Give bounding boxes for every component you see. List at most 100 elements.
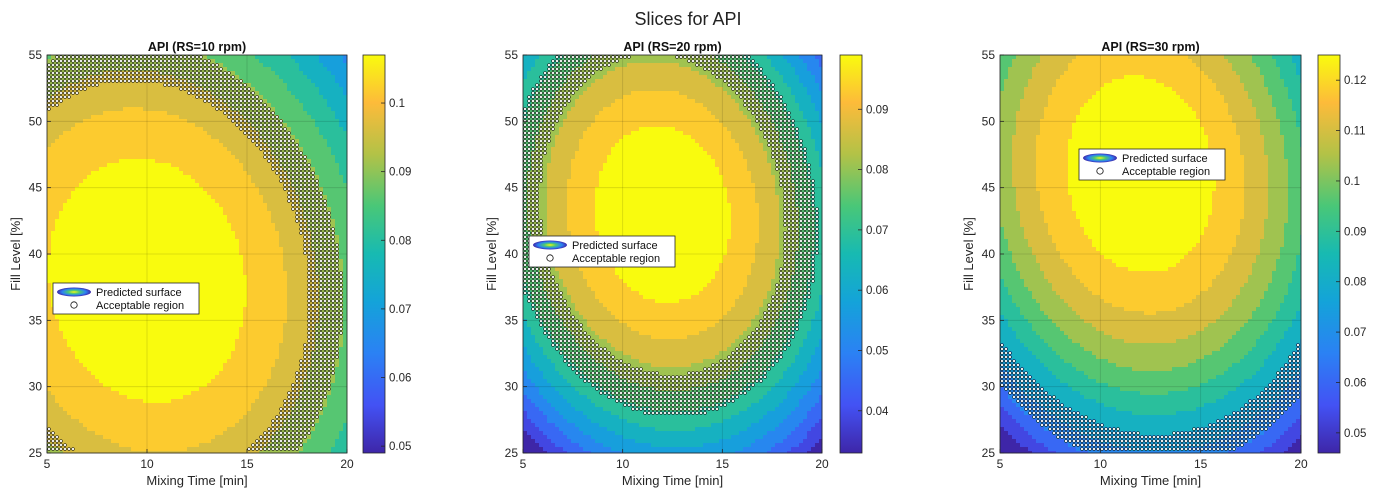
surface-cell [215,315,219,319]
surface-cell [239,199,243,203]
surface-cell [291,307,295,311]
surface-cell [247,267,251,271]
surface-cell [287,115,291,119]
surface-cell [179,319,183,323]
surface-cell [119,191,123,195]
surface-cell [323,155,327,159]
surface-cell [59,247,63,251]
surface-cell [315,83,319,87]
surface-cell [103,171,107,175]
surface-cell [239,131,243,135]
surface-cell [63,243,67,247]
surface-cell [151,219,155,223]
surface-cell [87,319,91,323]
surface-cell [63,251,67,255]
surface-cell [315,107,319,111]
surface-cell [199,159,203,163]
surface-cell [319,99,323,103]
surface-cell [315,123,319,127]
surface-cell [271,103,275,107]
surface-cell [59,155,63,159]
surface-cell [71,183,75,187]
surface-cell [99,103,103,107]
surface-cell [251,239,255,243]
surface-cell [339,191,343,195]
surface-cell [91,163,95,167]
surface-cell [215,303,219,307]
surface-cell [283,87,287,91]
surface-cell [283,231,287,235]
surface-cell [291,95,295,99]
surface-cell [235,139,239,143]
surface-cell [327,63,331,67]
surface-cell [247,83,251,87]
surface-cell [199,303,203,307]
surface-cell [63,255,67,259]
surface-cell [167,167,171,171]
surface-cell [135,111,139,115]
surface-cell [323,167,327,171]
surface-cell [315,159,319,163]
surface-cell [279,67,283,71]
surface-cell [203,127,207,131]
surface-cell [279,107,283,111]
surface-cell [255,159,259,163]
surface-cell [187,259,191,263]
surface-cell [231,307,235,311]
surface-cell [183,231,187,235]
surface-cell [155,231,159,235]
surface-cell [331,179,335,183]
surface-cell [87,239,91,243]
surface-cell [151,123,155,127]
surface-cell [159,231,163,235]
surface-cell [327,151,331,155]
surface-cell [167,319,171,323]
surface-cell [259,175,263,179]
surface-cell [331,75,335,79]
surface-cell [219,219,223,223]
surface-cell [271,295,275,299]
surface-cell [315,59,319,63]
surface-cell [247,179,251,183]
surface-cell [131,271,135,275]
surface-cell [135,147,139,151]
surface-cell [63,239,67,243]
surface-cell [131,319,135,323]
surface-cell [339,231,343,235]
surface-cell [279,215,283,219]
surface-cell [163,147,167,151]
surface-cell [219,235,223,239]
surface-cell [287,55,291,59]
surface-cell [267,279,271,283]
surface-cell [275,299,279,303]
surface-cell [127,211,131,215]
surface-cell [211,183,215,187]
surface-cell [87,115,91,119]
surface-cell [255,315,259,319]
surface-cell [187,103,191,107]
surface-cell [223,171,227,175]
surface-cell [275,315,279,319]
surface-cell [147,251,151,255]
surface-cell [151,167,155,171]
surface-cell [51,123,55,127]
surface-cell [235,59,239,63]
surface-cell [135,227,139,231]
surface-cell [263,207,267,211]
surface-cell [67,103,71,107]
surface-cell [307,123,311,127]
surface-cell [151,319,155,323]
surface-cell [167,267,171,271]
surface-cell [75,267,79,271]
surface-cell [115,171,119,175]
surface-cell [135,255,139,259]
surface-cell [327,115,331,119]
surface-cell [283,191,287,195]
surface-cell [335,215,339,219]
surface-cell [187,219,191,223]
surface-cell [175,107,179,111]
surface-cell [179,275,183,279]
surface-cell [59,175,63,179]
surface-cell [103,179,107,183]
surface-cell [219,295,223,299]
